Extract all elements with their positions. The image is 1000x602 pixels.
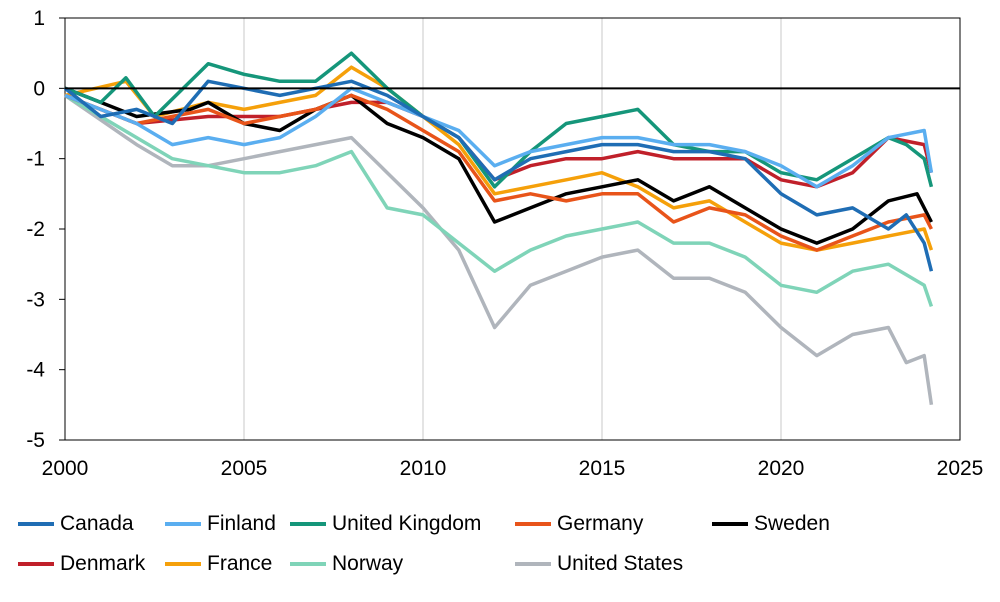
- legend-item: United Kingdom: [290, 512, 481, 536]
- legend-label: Canada: [60, 512, 134, 535]
- x-tick-label: 2020: [758, 457, 805, 480]
- legend-swatch: [18, 562, 54, 566]
- x-tick-label: 2000: [42, 457, 89, 480]
- y-tick-label: -1: [26, 148, 45, 171]
- legend-item: Norway: [290, 552, 403, 576]
- legend-swatch: [18, 522, 54, 526]
- legend-label: Germany: [557, 512, 644, 535]
- y-tick-label: 1: [33, 7, 45, 30]
- x-tick-label: 2010: [400, 457, 447, 480]
- legend-item: Finland: [165, 512, 276, 536]
- legend-item: Canada: [18, 512, 134, 536]
- legend-swatch: [165, 522, 201, 526]
- legend-swatch: [290, 562, 326, 566]
- y-tick-label: -5: [26, 429, 45, 452]
- legend-label: Norway: [332, 552, 404, 575]
- legend-label: Sweden: [754, 512, 830, 535]
- y-tick-label: 0: [33, 77, 45, 100]
- legend-swatch: [290, 522, 326, 526]
- legend-label: Denmark: [60, 552, 146, 575]
- plot-frame: [64, 17, 961, 441]
- legend-item: Denmark: [18, 552, 145, 576]
- legend-swatch: [165, 562, 201, 566]
- series-line-norway: [64, 93, 934, 307]
- y-tick-label: -4: [26, 359, 45, 382]
- legend-label: France: [207, 552, 273, 575]
- legend-item: United States: [515, 552, 683, 576]
- legend-item: France: [165, 552, 272, 576]
- legend-label: United Kingdom: [332, 512, 482, 535]
- x-tick-label: 2025: [937, 457, 984, 480]
- legend-swatch: [515, 562, 551, 566]
- legend-item: Sweden: [712, 512, 830, 536]
- y-tick-label: -2: [26, 218, 45, 241]
- legend-swatch: [515, 522, 551, 526]
- series-line-finland: [64, 86, 934, 189]
- x-tick-label: 2005: [221, 457, 268, 480]
- series-line-united-states: [64, 93, 934, 406]
- series-line-canada: [63, 79, 934, 272]
- legend-item: Germany: [515, 512, 643, 536]
- legend-swatch: [712, 522, 748, 526]
- x-tick-label: 2015: [579, 457, 626, 480]
- legend-label: Finland: [207, 512, 276, 535]
- series-line-germany: [64, 93, 933, 252]
- y-tick-label: -3: [26, 288, 45, 311]
- legend-label: United States: [557, 552, 684, 575]
